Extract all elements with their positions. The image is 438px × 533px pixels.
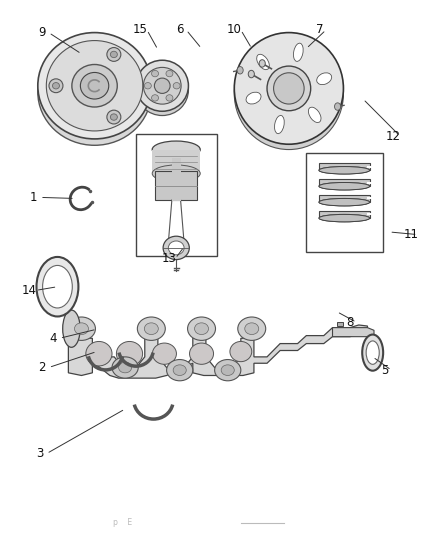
Text: 6: 6 — [176, 23, 184, 36]
Bar — [319, 163, 370, 170]
Ellipse shape — [166, 360, 193, 381]
Ellipse shape — [136, 60, 188, 111]
Ellipse shape — [246, 92, 261, 104]
Ellipse shape — [319, 198, 370, 206]
Ellipse shape — [362, 335, 383, 370]
Circle shape — [259, 60, 265, 67]
Ellipse shape — [215, 360, 241, 381]
Ellipse shape — [152, 165, 200, 182]
Ellipse shape — [138, 317, 165, 341]
Polygon shape — [332, 328, 374, 337]
Ellipse shape — [72, 64, 117, 107]
Ellipse shape — [274, 73, 304, 104]
Ellipse shape — [110, 114, 117, 120]
Circle shape — [335, 103, 341, 110]
Ellipse shape — [168, 241, 184, 255]
Ellipse shape — [152, 141, 200, 158]
Bar — [319, 179, 370, 186]
Bar — [152, 150, 200, 173]
Ellipse shape — [163, 236, 189, 260]
Text: p    E: p E — [113, 518, 133, 527]
Ellipse shape — [234, 33, 343, 144]
Text: 4: 4 — [49, 332, 57, 345]
Ellipse shape — [145, 323, 158, 335]
Polygon shape — [68, 320, 367, 378]
Bar — [155, 171, 197, 200]
Ellipse shape — [152, 343, 177, 365]
Ellipse shape — [152, 70, 159, 77]
Ellipse shape — [245, 323, 259, 335]
Text: 2: 2 — [39, 361, 46, 374]
Ellipse shape — [221, 365, 234, 375]
Ellipse shape — [117, 342, 143, 366]
Text: 5: 5 — [381, 364, 389, 377]
Text: 15: 15 — [133, 23, 148, 36]
Ellipse shape — [319, 198, 370, 206]
Bar — [172, 158, 180, 201]
Ellipse shape — [267, 66, 311, 111]
Ellipse shape — [136, 64, 188, 116]
Ellipse shape — [81, 72, 109, 99]
Text: 13: 13 — [161, 252, 176, 265]
Ellipse shape — [86, 342, 112, 366]
Ellipse shape — [145, 83, 151, 89]
Text: 11: 11 — [403, 228, 419, 241]
Ellipse shape — [275, 116, 284, 134]
Circle shape — [248, 70, 254, 78]
Ellipse shape — [49, 79, 63, 93]
Ellipse shape — [63, 310, 80, 348]
Ellipse shape — [143, 67, 181, 104]
Ellipse shape — [173, 83, 180, 89]
Ellipse shape — [317, 73, 332, 85]
Text: 14: 14 — [21, 284, 37, 297]
Ellipse shape — [38, 39, 151, 146]
Ellipse shape — [319, 166, 370, 174]
Ellipse shape — [152, 95, 159, 101]
Ellipse shape — [166, 95, 173, 101]
Bar — [136, 134, 217, 256]
Ellipse shape — [154, 78, 170, 93]
Ellipse shape — [319, 214, 370, 222]
Text: 10: 10 — [227, 23, 242, 36]
Ellipse shape — [110, 51, 117, 58]
Ellipse shape — [234, 38, 343, 150]
Ellipse shape — [319, 166, 370, 174]
Ellipse shape — [319, 214, 370, 222]
Bar — [319, 195, 370, 202]
Ellipse shape — [319, 182, 370, 190]
Ellipse shape — [308, 107, 321, 123]
Text: 8: 8 — [346, 316, 353, 329]
Ellipse shape — [166, 70, 173, 77]
Ellipse shape — [74, 323, 88, 335]
Ellipse shape — [42, 265, 72, 308]
Ellipse shape — [107, 47, 121, 61]
Ellipse shape — [36, 257, 78, 317]
Ellipse shape — [366, 341, 379, 365]
Text: 1: 1 — [30, 191, 37, 204]
Ellipse shape — [187, 317, 215, 341]
Ellipse shape — [38, 33, 151, 139]
Ellipse shape — [293, 43, 303, 61]
Ellipse shape — [67, 317, 95, 341]
Circle shape — [237, 67, 243, 74]
Ellipse shape — [257, 54, 269, 70]
Ellipse shape — [119, 362, 132, 373]
Ellipse shape — [238, 317, 266, 341]
Ellipse shape — [194, 323, 208, 335]
Ellipse shape — [319, 182, 370, 190]
Text: 3: 3 — [36, 447, 44, 460]
Ellipse shape — [190, 343, 214, 365]
Ellipse shape — [107, 110, 121, 124]
Ellipse shape — [112, 357, 138, 378]
Text: 12: 12 — [386, 130, 401, 143]
Ellipse shape — [53, 83, 60, 89]
Bar — [306, 154, 383, 252]
Ellipse shape — [46, 41, 143, 131]
Polygon shape — [337, 322, 343, 326]
Text: 7: 7 — [316, 23, 323, 36]
Ellipse shape — [230, 342, 252, 362]
Bar — [319, 211, 370, 218]
Text: 9: 9 — [39, 26, 46, 39]
Ellipse shape — [173, 365, 186, 375]
